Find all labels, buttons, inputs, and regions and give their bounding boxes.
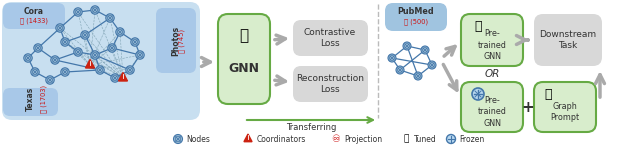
Circle shape — [51, 56, 60, 64]
Text: Cora: Cora — [24, 6, 44, 16]
Circle shape — [91, 6, 99, 14]
Circle shape — [447, 135, 456, 143]
Text: ♾: ♾ — [332, 135, 340, 145]
Circle shape — [403, 42, 411, 50]
Text: Pre-
trained
GNN: Pre- trained GNN — [477, 29, 506, 61]
Polygon shape — [244, 134, 252, 142]
FancyBboxPatch shape — [461, 82, 523, 132]
Circle shape — [56, 24, 64, 32]
Circle shape — [414, 72, 422, 80]
Text: ⓒ (745): ⓒ (745) — [179, 29, 186, 53]
Circle shape — [173, 135, 182, 143]
Circle shape — [388, 54, 396, 62]
Text: Nodes: Nodes — [186, 135, 210, 145]
Circle shape — [428, 61, 436, 69]
Text: 🔥: 🔥 — [403, 135, 409, 143]
Text: ⓒ (500): ⓒ (500) — [404, 19, 428, 25]
Text: Coordinators: Coordinators — [257, 135, 307, 145]
Polygon shape — [86, 59, 95, 68]
FancyBboxPatch shape — [3, 88, 58, 116]
Text: GNN: GNN — [228, 61, 259, 74]
FancyBboxPatch shape — [461, 14, 523, 66]
FancyBboxPatch shape — [2, 2, 200, 120]
Text: Tuned: Tuned — [414, 135, 436, 145]
Circle shape — [106, 14, 114, 22]
Circle shape — [61, 68, 69, 76]
Circle shape — [81, 31, 89, 39]
FancyBboxPatch shape — [534, 14, 602, 66]
Text: 🔥: 🔥 — [544, 87, 552, 101]
Text: 🔥: 🔥 — [474, 19, 482, 32]
Text: Photos: Photos — [172, 26, 180, 56]
Text: Contrastive
Loss: Contrastive Loss — [304, 28, 356, 48]
Circle shape — [24, 54, 32, 62]
Circle shape — [116, 28, 124, 36]
Text: PubMed: PubMed — [397, 8, 435, 16]
FancyBboxPatch shape — [385, 3, 447, 31]
FancyBboxPatch shape — [218, 14, 270, 104]
Text: Pre-
trained
GNN: Pre- trained GNN — [477, 96, 506, 128]
Circle shape — [472, 88, 484, 100]
FancyBboxPatch shape — [293, 66, 368, 102]
Text: Reconstruction
Loss: Reconstruction Loss — [296, 74, 364, 94]
Text: OR: OR — [484, 69, 500, 79]
FancyBboxPatch shape — [293, 20, 368, 56]
Circle shape — [421, 46, 429, 54]
Circle shape — [74, 8, 82, 16]
Polygon shape — [118, 72, 127, 81]
FancyBboxPatch shape — [3, 3, 65, 29]
Circle shape — [126, 66, 134, 74]
Text: Transferring: Transferring — [286, 122, 336, 132]
Circle shape — [31, 68, 39, 76]
Text: ⓒ (1433): ⓒ (1433) — [20, 18, 48, 24]
Circle shape — [111, 74, 119, 82]
Circle shape — [34, 44, 42, 52]
Text: 🔥: 🔥 — [239, 29, 248, 43]
FancyBboxPatch shape — [156, 8, 196, 73]
Text: Projection: Projection — [344, 135, 382, 145]
Text: Frozen: Frozen — [459, 135, 484, 145]
Circle shape — [96, 66, 104, 74]
Circle shape — [61, 38, 69, 46]
Circle shape — [396, 66, 404, 74]
FancyBboxPatch shape — [534, 82, 596, 132]
Circle shape — [46, 76, 54, 84]
Text: Texas: Texas — [26, 87, 35, 111]
Circle shape — [108, 44, 116, 52]
Circle shape — [136, 51, 144, 59]
Circle shape — [131, 38, 140, 46]
Circle shape — [91, 51, 99, 59]
Text: Graph
Prompt: Graph Prompt — [550, 102, 580, 122]
Text: Downstream
Task: Downstream Task — [540, 30, 596, 50]
Circle shape — [74, 48, 82, 56]
Text: ⓒ (1703): ⓒ (1703) — [41, 85, 47, 113]
Text: +: + — [522, 100, 534, 114]
